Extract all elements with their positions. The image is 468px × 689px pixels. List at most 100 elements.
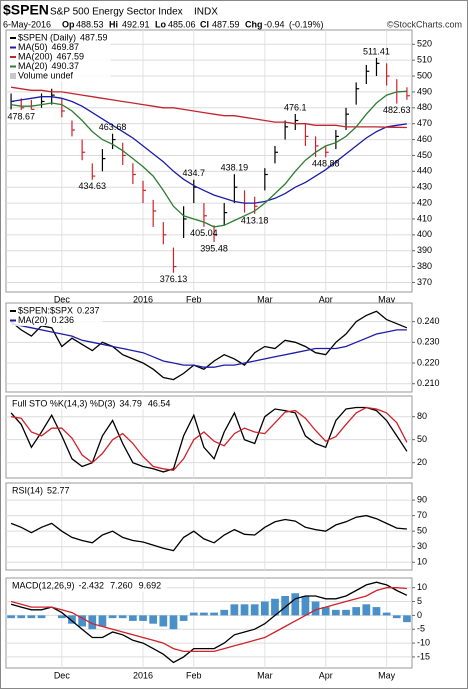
- histogram-bar: [311, 601, 320, 616]
- histogram-bar: [291, 593, 300, 616]
- histogram-bar: [352, 607, 361, 616]
- y-tick-label: 0.210: [417, 378, 440, 388]
- index-name: S&P 500 Energy Sector Index: [50, 7, 183, 18]
- histogram-bar: [230, 604, 239, 616]
- y-tick-label: 10: [417, 557, 427, 567]
- x-tick-label: May: [378, 294, 396, 304]
- annotation: 376.13: [160, 274, 188, 284]
- legend-value: 0.237: [77, 305, 100, 315]
- legend-bg: [7, 304, 103, 326]
- y-tick-label: 50: [417, 526, 427, 536]
- y-tick-label: 0.220: [417, 357, 440, 367]
- histogram-bar: [281, 596, 289, 616]
- legend-bg: [7, 579, 168, 592]
- x-tick-label: 2016: [133, 294, 153, 304]
- histogram-bar: [78, 615, 86, 627]
- histogram-bar: [260, 601, 269, 616]
- y-tick-label: 0.230: [417, 337, 440, 347]
- legend-value: 0.236: [52, 315, 75, 325]
- histogram-bar: [342, 609, 350, 616]
- annotation: 448.88: [312, 159, 340, 169]
- histogram-bar: [250, 604, 259, 616]
- annotation: 482.63: [383, 105, 411, 115]
- y-tick-label: 370: [417, 277, 432, 287]
- y-tick-label: 490: [417, 86, 432, 96]
- panel-title: RSI(14): [12, 485, 43, 495]
- legend-bg: [7, 484, 76, 497]
- annotation: 413.18: [241, 215, 269, 225]
- y-tick-label: 520: [417, 39, 432, 49]
- change-label: Chg: [245, 19, 263, 29]
- y-tick-label: 20: [417, 457, 427, 467]
- legend-label: MA(200): [18, 51, 53, 61]
- line-series: [10, 96, 407, 204]
- legend-value: 34.79: [119, 398, 142, 408]
- legend-value: 7.260: [110, 580, 133, 590]
- y-tick-label: 400: [417, 229, 432, 239]
- legend-value: 9.692: [139, 580, 162, 590]
- line-series: [11, 406, 408, 471]
- exchange: INDX: [194, 7, 218, 18]
- y-tick-label: 510: [417, 55, 432, 65]
- annotation: 478.67: [7, 111, 35, 121]
- line-series: [10, 323, 407, 368]
- x-tick-label: Feb: [186, 294, 202, 304]
- watermark: ©StockCharts.com: [387, 19, 462, 29]
- histogram-bar: [17, 615, 26, 619]
- histogram-bar: [392, 615, 401, 619]
- y-tick-label: 30: [417, 541, 427, 551]
- histogram-bar: [240, 604, 249, 616]
- y-tick-label: -10: [417, 637, 430, 647]
- y-tick-label: 500: [417, 70, 432, 80]
- x-tick-label: May: [378, 670, 396, 680]
- x-tick-label: Dec: [54, 294, 71, 304]
- legend-bg: [7, 397, 177, 410]
- open-label: Op: [62, 19, 75, 29]
- y-tick-label: 410: [417, 213, 432, 223]
- y-tick-label: 450: [417, 150, 432, 160]
- annotation: 463.68: [99, 122, 127, 132]
- x-tick-label: Feb: [186, 670, 202, 680]
- y-tick-label: 420: [417, 197, 432, 207]
- histogram-bar: [200, 612, 208, 616]
- line-series: [10, 86, 407, 129]
- histogram-bar: [108, 615, 117, 619]
- line-series: [10, 514, 407, 552]
- annotation: 438.19: [221, 163, 249, 173]
- y-tick-label: 460: [417, 134, 432, 144]
- change: -0.94: [264, 19, 285, 29]
- histogram-bar: [271, 598, 279, 616]
- legend-value: 46.54: [148, 398, 171, 408]
- low: 485.06: [168, 19, 196, 29]
- legend-swatch: [10, 73, 16, 79]
- y-tick-label: 50: [417, 434, 427, 444]
- y-tick-label: 390: [417, 245, 432, 255]
- y-tick-label: 380: [417, 261, 432, 271]
- legend-value: 52.77: [47, 485, 70, 495]
- y-tick-label: 10: [417, 582, 427, 592]
- annotation: 476.1: [284, 102, 307, 112]
- x-tick-label: Apr: [319, 670, 333, 680]
- x-tick-label: Dec: [54, 670, 71, 680]
- histogram-bar: [362, 604, 371, 616]
- histogram-bar: [139, 615, 147, 621]
- y-tick-label: 430: [417, 182, 432, 192]
- panel-title: Full STO %K(14,3) %D(3): [12, 398, 115, 408]
- volume-label: Volume undef: [18, 70, 74, 80]
- histogram-bar: [149, 615, 158, 624]
- y-tick-label: 470: [417, 118, 432, 128]
- line-series: [10, 90, 407, 228]
- histogram-bar: [37, 615, 46, 619]
- close-label: Cl: [200, 19, 209, 29]
- histogram-bar: [118, 615, 127, 619]
- legend-label: MA(20): [18, 315, 48, 325]
- histogram-bar: [321, 607, 330, 616]
- legend-value: 487.59: [80, 32, 108, 42]
- histogram-bar: [7, 615, 15, 619]
- y-tick-label: 0: [417, 610, 422, 620]
- panel-frame: [5, 482, 413, 571]
- legend-label: $SPEN:$SPX: [18, 305, 73, 315]
- legend-value: 469.87: [52, 42, 80, 52]
- histogram-bar: [169, 615, 178, 630]
